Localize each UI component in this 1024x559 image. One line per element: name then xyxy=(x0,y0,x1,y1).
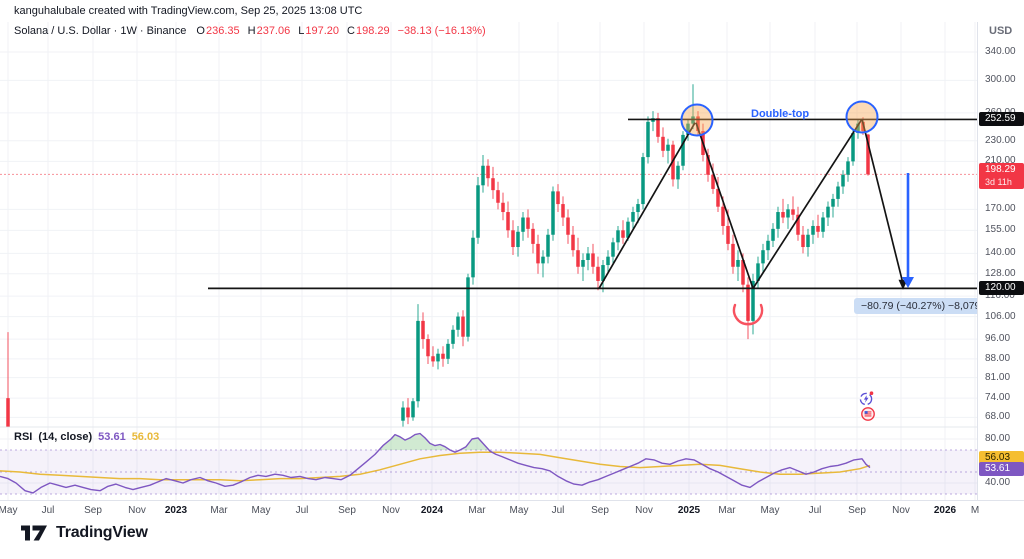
last-price-label: 198.29 3d 11h xyxy=(979,163,1024,190)
tradingview-logo[interactable]: TradingView xyxy=(20,522,148,544)
price-axis-tick: 260.00 xyxy=(985,107,1016,119)
price-axis-tick: 88.00 xyxy=(985,352,1011,364)
price-axis-tick: 340.00 xyxy=(985,46,1016,57)
time-axis-label: May xyxy=(760,505,780,516)
time-axis-label: Sep xyxy=(591,505,609,516)
tradingview-logo-text: TradingView xyxy=(56,524,148,541)
tradingview-logo-mark xyxy=(21,525,47,541)
time-axis-label: Nov xyxy=(382,505,400,516)
price-axis-tick: 40.00 xyxy=(985,477,1011,488)
time-axis-label: 2026 xyxy=(933,505,957,516)
event-icon-crypto[interactable] xyxy=(858,390,875,412)
time-axis-label: May xyxy=(509,505,529,516)
bar-countdown: 3d 11h xyxy=(985,177,1012,188)
last-price-value: 198.29 xyxy=(985,164,1016,176)
close-label: C xyxy=(347,25,355,37)
open-value: 236.35 xyxy=(205,25,240,37)
price-axis-tick: 74.00 xyxy=(985,392,1011,404)
low-value: 197.20 xyxy=(305,25,340,37)
price-axis-tick: 106.00 xyxy=(985,310,1016,322)
event-icon-us-economic[interactable] xyxy=(860,406,876,427)
level-top-price-label: 252.59 xyxy=(979,112,1024,127)
time-axis-label: Jul xyxy=(41,505,55,516)
price-axis[interactable]: 40.00 80.00 68.00 74.00 81.00 88.00 96.00 106.0… xyxy=(977,22,1024,500)
price-axis-tick: 81.00 xyxy=(985,371,1011,383)
us-flag-event-icon xyxy=(861,407,875,421)
rsi-value: 53.61 xyxy=(98,431,126,443)
price-axis-tick: 230.00 xyxy=(985,134,1016,146)
rsi-value-badge: 53.61 xyxy=(979,462,1024,477)
time-axis[interactable]: May Jul Sep Nov 2023 Mar May Jul Sep Nov 2024 Mar Ma… xyxy=(0,500,1024,520)
currency-button[interactable]: USD xyxy=(989,25,1013,37)
time-axis-label: Nov xyxy=(128,505,146,516)
time-axis-label: Nov xyxy=(635,505,653,516)
time-axis-label: Nov xyxy=(892,505,910,516)
low-label: L xyxy=(298,25,305,37)
attribution-text: kanguhalubale created with TradingView.c… xyxy=(14,5,363,17)
high-value: 237.06 xyxy=(256,25,291,37)
time-axis-label: Sep xyxy=(848,505,866,516)
time-axis-label: 2024 xyxy=(420,505,444,516)
change-value: −38.13 (−16.13%) xyxy=(397,25,486,37)
rsi-ma-value: 56.03 xyxy=(131,431,160,443)
time-axis-label: Jul xyxy=(551,505,565,516)
time-axis-label: Sep xyxy=(338,505,356,516)
time-axis-label: M xyxy=(970,505,980,516)
symbol-header[interactable]: Solana / U.S. Dollar · 1W · Binance O 236… xyxy=(14,25,486,37)
price-axis-tick: 155.00 xyxy=(985,224,1016,236)
open-label: O xyxy=(196,25,205,37)
time-axis-label: 2025 xyxy=(677,505,701,516)
price-axis-tick: 80.00 xyxy=(985,433,1011,444)
time-axis-label: 2023 xyxy=(164,505,188,516)
price-axis-tick: 128.00 xyxy=(985,267,1016,279)
time-axis-label: Mar xyxy=(468,505,486,516)
rsi-params: (14, close) xyxy=(38,431,93,443)
price-axis-tick: 140.00 xyxy=(985,247,1016,259)
price-axis-tick: 300.00 xyxy=(985,74,1016,86)
time-axis-label: Jul xyxy=(295,505,309,516)
price-axis-tick: 210.00 xyxy=(985,155,1016,167)
price-range-label[interactable]: −80.79 (−40.27%) −8,079 xyxy=(854,298,988,314)
symbol-title[interactable]: Solana / U.S. Dollar · 1W · Binance xyxy=(14,25,187,37)
lightning-event-icon xyxy=(859,391,874,406)
time-axis-label: Mar xyxy=(718,505,736,516)
time-axis-label: May xyxy=(251,505,271,516)
price-axis-tick: 68.00 xyxy=(985,411,1011,423)
close-value: 198.29 xyxy=(355,25,390,37)
time-axis-label: Sep xyxy=(84,505,102,516)
high-label: H xyxy=(247,25,256,37)
price-axis-tick: 116.00 xyxy=(985,290,1015,302)
price-axis-tick: 170.00 xyxy=(985,203,1016,215)
ohlc-values: O 236.35 H 237.06 L 197.20 C 198.29 −38.13 (… xyxy=(196,25,485,37)
rsi-ma-badge: 56.03 xyxy=(979,450,1024,465)
double-top-label[interactable]: Double-top xyxy=(751,108,810,120)
time-axis-label: Jul xyxy=(808,505,822,516)
time-axis-label: May xyxy=(0,505,18,516)
rsi-title[interactable]: RSI xyxy=(14,431,33,443)
time-axis-label: Mar xyxy=(210,505,228,516)
rsi-header[interactable]: RSI (14, close) 53.61 56.03 xyxy=(14,431,159,443)
price-axis-tick: 96.00 xyxy=(985,333,1011,345)
level-bottom-price-label: 120.00 xyxy=(979,281,1024,296)
